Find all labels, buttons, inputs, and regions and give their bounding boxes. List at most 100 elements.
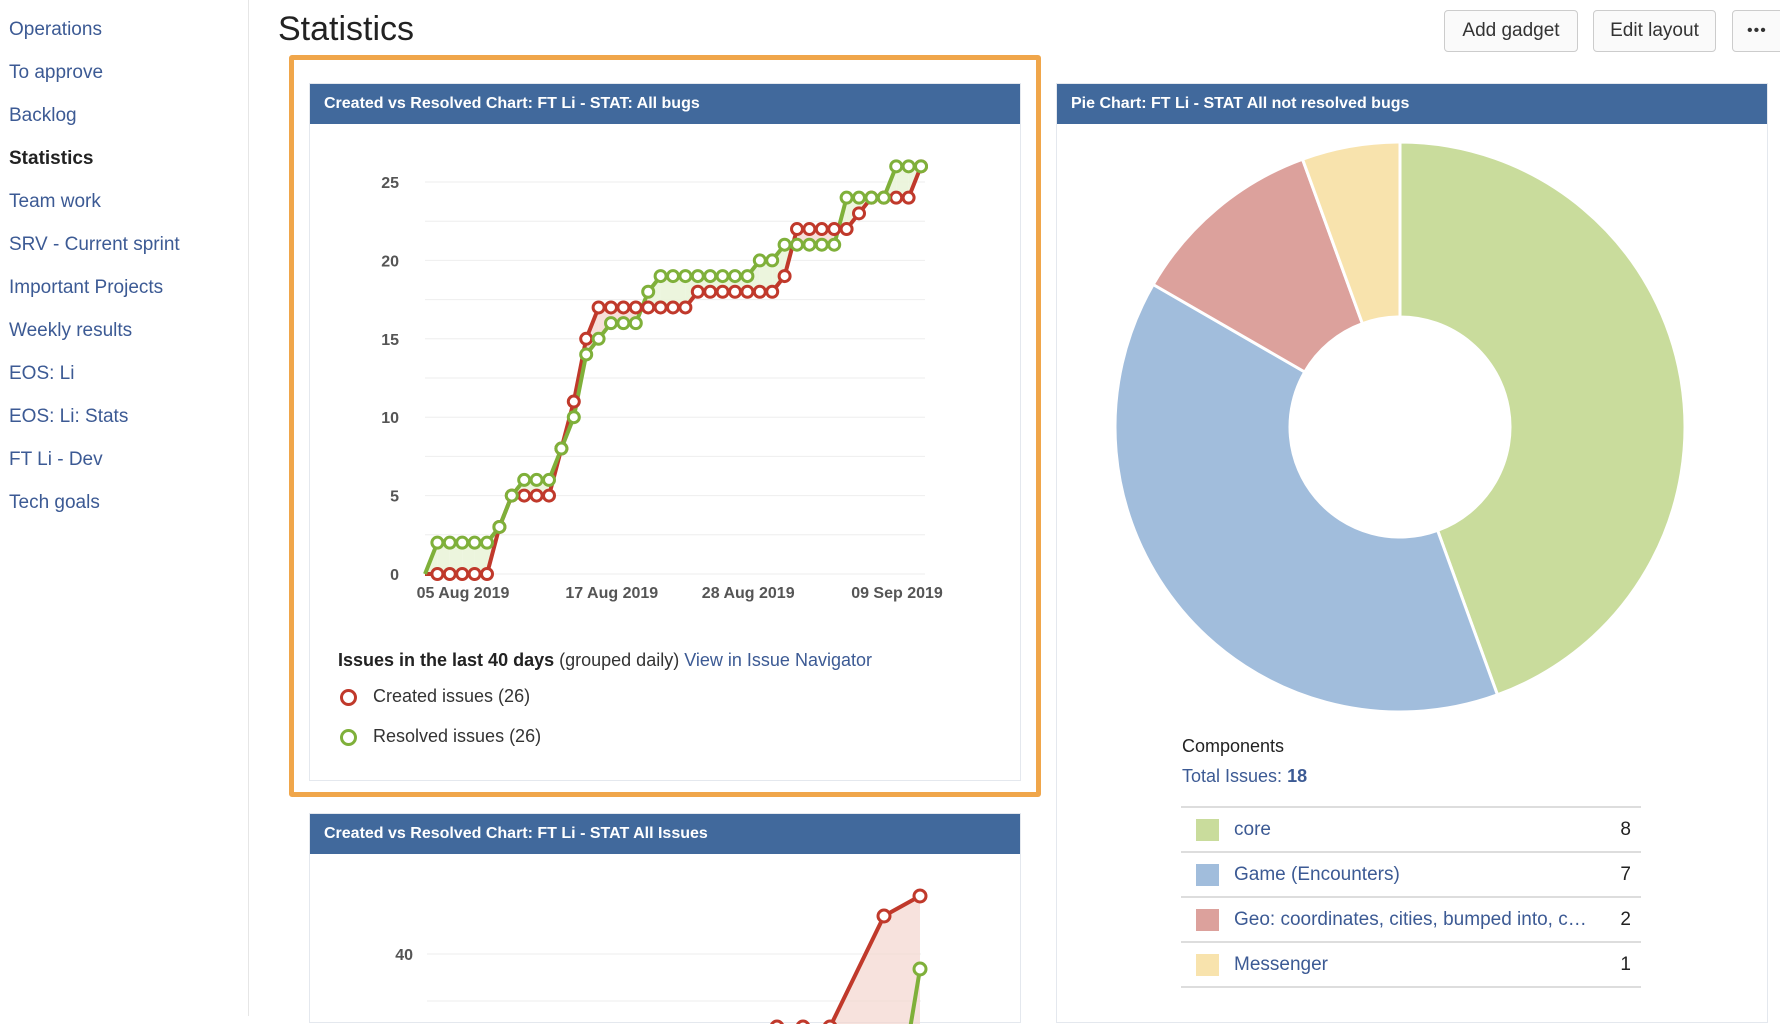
resolved-point	[839, 190, 854, 205]
resolved-marker-icon	[340, 728, 357, 746]
resolved-point	[678, 269, 693, 284]
resolved-point	[591, 331, 606, 346]
x-tick-label: 28 Aug 2019	[702, 585, 795, 602]
created-point	[678, 300, 693, 315]
difference-area	[462, 542, 475, 574]
created-point	[777, 269, 792, 284]
sidebar-item-operations[interactable]: Operations	[9, 19, 102, 40]
created-point	[604, 300, 618, 315]
total-issues: Total Issues: 18	[1182, 766, 1307, 787]
component-row: Geo: coordinates, cities, bumped into, c…	[1181, 898, 1641, 943]
component-link[interactable]: Geo: coordinates, cities, bumped into, c…	[1234, 908, 1587, 930]
resolved-point	[765, 253, 780, 268]
resolved-point	[852, 190, 866, 205]
more-options-button[interactable]: •••	[1732, 10, 1780, 52]
pie-slice[interactable]	[1113, 282, 1500, 714]
legend-created[interactable]: Created issues (26)	[340, 686, 530, 707]
created-point	[715, 284, 730, 299]
component-link[interactable]: Game (Encounters)	[1234, 863, 1400, 885]
created-point	[666, 300, 680, 315]
edit-layout-button[interactable]: Edit layout	[1593, 10, 1716, 52]
created-vs-resolved-gadget: Created vs Resolved Chart: FT Li - STAT:…	[309, 83, 1021, 781]
created-point	[467, 567, 482, 581]
resolved-point	[542, 472, 556, 487]
total-issues-label: Total Issues:	[1182, 766, 1283, 786]
created-point	[542, 488, 556, 503]
component-count: 2	[1620, 908, 1631, 930]
created-point	[703, 284, 718, 299]
x-tick-label: 05 Aug 2019	[417, 585, 510, 602]
difference-area	[896, 166, 909, 198]
resolved-point	[579, 347, 594, 362]
created-point	[790, 222, 804, 237]
sidebar-item-eos-li[interactable]: EOS: Li	[9, 363, 75, 384]
sidebar-item-to-approve[interactable]: To approve	[9, 62, 104, 83]
created-point	[876, 908, 892, 924]
sidebar-item-ft-li-dev[interactable]: FT Li - Dev	[9, 449, 103, 470]
gadget-header[interactable]: Created vs Resolved Chart: FT Li - STAT:…	[310, 84, 1020, 124]
y-tick-label: 15	[381, 332, 399, 349]
y-tick-label: 5	[390, 489, 399, 506]
sidebar-item-statistics[interactable]: Statistics	[9, 148, 94, 169]
resolved-point	[901, 159, 916, 174]
created-point	[480, 567, 494, 581]
ellipsis-icon: •••	[1747, 22, 1767, 39]
sidebar-item-srv-current-sprint[interactable]: SRV - Current sprint	[9, 234, 180, 255]
resolved-point	[728, 269, 742, 284]
pie-slice[interactable]	[1300, 140, 1402, 326]
resolved-point	[504, 488, 519, 503]
highlight-frame	[289, 55, 1041, 797]
view-in-issue-navigator-link[interactable]: View in Issue Navigator	[684, 650, 872, 670]
y-tick-label: 10	[381, 410, 399, 427]
pie-slice[interactable]	[1151, 157, 1365, 375]
resolved-point	[666, 269, 680, 284]
created-point	[455, 567, 470, 581]
created-vs-resolved-chart: 0 5 10 15 20 25 05 Aug 2019 17 Aug 2019 28 Aug 2…	[381, 159, 943, 602]
resolved-point	[517, 472, 532, 487]
y-tick-label: 25	[381, 175, 399, 192]
sidebar-item-eos-li-stats[interactable]: EOS: Li: Stats	[9, 406, 129, 427]
resolved-point	[912, 961, 928, 977]
created-point	[517, 488, 532, 503]
created-point	[616, 300, 631, 315]
created-point	[912, 888, 928, 904]
resolved-point	[604, 316, 618, 331]
resolved-point	[467, 535, 482, 550]
component-count: 1	[1620, 953, 1631, 975]
created-point	[827, 222, 842, 237]
component-link[interactable]: core	[1234, 818, 1271, 840]
y-tick-label: 20	[381, 253, 399, 270]
sidebar-item-important-projects[interactable]: Important Projects	[9, 277, 164, 298]
sidebar-item-tech-goals[interactable]: Tech goals	[9, 492, 100, 513]
sidebar-item-team-work[interactable]: Team work	[9, 191, 101, 212]
resolved-point	[715, 269, 730, 284]
add-gadget-button[interactable]: Add gadget	[1444, 10, 1578, 52]
difference-area	[474, 542, 487, 574]
created-point	[690, 284, 705, 299]
created-point	[591, 300, 606, 315]
sidebar-item-weekly-results[interactable]: Weekly results	[9, 320, 133, 341]
created-point	[653, 300, 668, 315]
resolved-point	[802, 237, 817, 252]
legend-resolved-label: Resolved issues (26)	[373, 726, 542, 746]
created-point	[641, 300, 656, 315]
resolved-point	[566, 410, 581, 425]
components-table: core 8 Game (Encounters) 7 Geo: coordina…	[1181, 806, 1641, 988]
sidebar-item-backlog[interactable]: Backlog	[9, 105, 77, 126]
component-row: Messenger 1	[1181, 943, 1641, 988]
resolved-point	[703, 269, 718, 284]
component-link[interactable]: Messenger	[1234, 953, 1328, 975]
component-row: core 8	[1181, 808, 1641, 853]
created-point	[579, 331, 594, 346]
sidebar: Operations To approve Backlog Statistics…	[0, 0, 249, 1016]
difference-area	[660, 276, 673, 308]
resolved-point	[690, 269, 705, 284]
legend-resolved[interactable]: Resolved issues (26)	[340, 726, 541, 747]
all-issues-chart: 40	[395, 888, 928, 1024]
gadget-header[interactable]: Pie Chart: FT Li - STAT All not resolved…	[1057, 84, 1767, 124]
resolved-point	[876, 190, 891, 205]
resolved-point	[554, 441, 569, 456]
pie-slice[interactable]	[1398, 140, 1687, 697]
created-point	[728, 284, 742, 299]
gadget-header[interactable]: Created vs Resolved Chart: FT Li - STAT …	[310, 814, 1020, 854]
